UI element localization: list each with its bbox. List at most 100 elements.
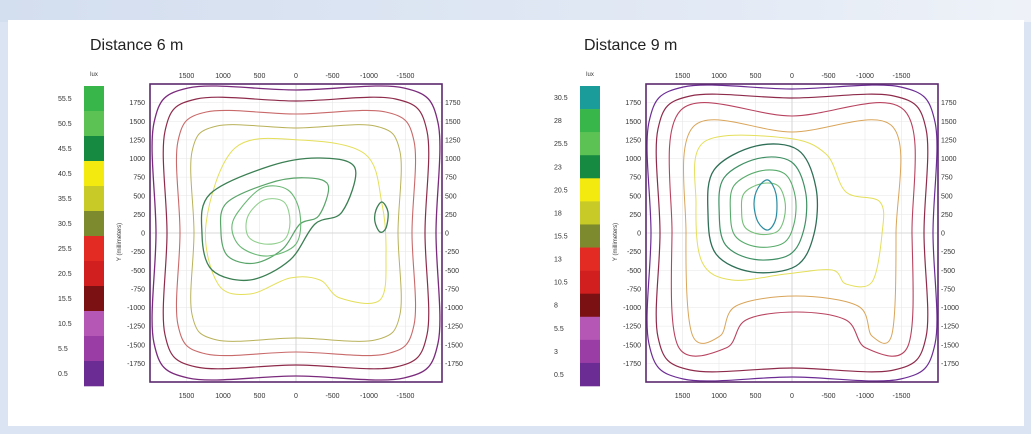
y-tick-label-right: -1000: [941, 305, 959, 312]
legend-level-label: 18: [554, 210, 562, 217]
legend-swatch: [580, 293, 600, 318]
x-tick-label-top: 1500: [179, 73, 195, 80]
contour-line: [219, 177, 330, 265]
legend-swatch: [580, 201, 600, 225]
contour-line: [655, 93, 929, 373]
contour-line: [694, 134, 885, 288]
y-tick-label-right: -250: [941, 249, 955, 256]
contour-line: [374, 201, 389, 233]
x-tick-label-bottom: -1500: [893, 393, 911, 400]
y-tick-label-left: -1000: [127, 305, 145, 312]
y-tick-label-right: -1500: [445, 342, 463, 349]
legend-level-label: 8: [554, 303, 558, 310]
x-tick-label-bottom: 0: [790, 393, 794, 400]
x-tick-label-top: 500: [750, 73, 762, 80]
legend-swatch: [84, 286, 104, 312]
x-tick-label-top: -500: [325, 73, 339, 80]
y-tick-label-right: -750: [445, 286, 459, 293]
y-tick-label-right: 1250: [445, 137, 461, 144]
y-tick-label-left: -250: [131, 249, 145, 256]
legend-level-label: 13: [554, 257, 562, 264]
x-tick-label-bottom: 500: [254, 393, 266, 400]
legend-level-label: 10.5: [554, 280, 568, 287]
contour-line: [753, 179, 778, 231]
y-tick-label-right: 1000: [445, 156, 461, 163]
legend-level-label: 45.5: [58, 146, 72, 153]
legend-swatch: [84, 86, 104, 112]
legend-level-label: 20.5: [554, 187, 568, 194]
legend-swatch: [84, 161, 104, 187]
y-tick-label-left: 750: [133, 175, 145, 182]
legend-level-label: 40.5: [58, 171, 72, 178]
y-tick-label-right: 1750: [445, 100, 461, 107]
legend-swatch: [84, 336, 104, 362]
y-tick-label-left: 500: [133, 193, 145, 200]
x-tick-label-top: -1000: [360, 73, 378, 80]
y-tick-label-left: -1250: [127, 324, 145, 331]
x-tick-label-top: 1000: [215, 73, 231, 80]
x-tick-label-bottom: -500: [325, 393, 339, 400]
legend-swatch: [580, 362, 600, 387]
legend-level-label: 15.5: [554, 234, 568, 241]
y-tick-label-right: -1750: [941, 361, 959, 368]
legend-swatch: [84, 236, 104, 262]
y-tick-label-right: -1250: [445, 324, 463, 331]
y-tick-label-right: -500: [941, 268, 955, 275]
y-tick-label-right: -1000: [445, 305, 463, 312]
x-tick-label-top: 0: [294, 73, 298, 80]
y-tick-label-right: 500: [941, 193, 953, 200]
contour-line: [718, 156, 808, 261]
header-band: [0, 0, 1031, 22]
y-tick-label-right: -250: [445, 249, 459, 256]
y-tick-label-left: 1750: [129, 100, 145, 107]
y-tick-label-left: -500: [627, 268, 641, 275]
legend-level-label: 25.5: [554, 141, 568, 148]
legend-level-label: 5.5: [554, 326, 564, 333]
plot-frame: [645, 83, 939, 383]
x-tick-label-top: -1500: [893, 73, 911, 80]
y-tick-label-left: 0: [637, 231, 641, 238]
contour-line: [668, 102, 916, 357]
legend-level-label: 25.5: [58, 246, 72, 253]
legend-level-label: 20.5: [58, 271, 72, 278]
y-tick-label-left: -1500: [623, 342, 641, 349]
y-tick-label-right: 0: [445, 231, 449, 238]
x-tick-label-bottom: 1500: [179, 393, 195, 400]
y-tick-label-left: 1500: [129, 119, 145, 126]
legend-level-label: 28: [554, 118, 562, 125]
y-axis-title: Y (millimeters): [117, 223, 123, 261]
x-tick-label-top: -1000: [856, 73, 874, 80]
legend-swatch: [84, 111, 104, 137]
chart-title-distance-9m: Distance 9 m: [584, 37, 678, 54]
legend-swatch: [580, 109, 600, 133]
contour-line: [245, 198, 291, 245]
contour-line: [151, 85, 441, 381]
x-tick-label-bottom: 1000: [711, 393, 727, 400]
legend-swatch: [580, 270, 600, 294]
legend-level-label: 30.5: [58, 221, 72, 228]
legend-level-label: 23: [554, 164, 562, 171]
contour-line: [190, 124, 402, 342]
y-tick-label-left: 250: [133, 212, 145, 219]
y-tick-label-right: -750: [941, 286, 955, 293]
y-tick-label-right: 500: [445, 193, 457, 200]
y-tick-label-left: -1000: [623, 305, 641, 312]
legend-unit: lux: [586, 72, 594, 78]
y-tick-label-left: 1250: [625, 137, 641, 144]
legend-swatch: [84, 211, 104, 237]
legend-swatch: [580, 339, 600, 364]
y-tick-label-left: -1500: [127, 342, 145, 349]
legend-unit: lux: [90, 72, 98, 78]
y-tick-label-left: -1250: [623, 324, 641, 331]
legend-swatch: [580, 86, 600, 110]
legend-level-label: 5.5: [58, 346, 68, 353]
legend-swatch: [580, 224, 600, 248]
y-tick-label-left: -1750: [623, 361, 641, 368]
x-tick-label-bottom: -500: [821, 393, 835, 400]
y-tick-label-right: -500: [445, 268, 459, 275]
legend-level-label: 55.5: [58, 96, 72, 103]
y-tick-label-left: -250: [627, 249, 641, 256]
contour-line: [682, 119, 902, 344]
y-tick-label-left: 250: [629, 212, 641, 219]
y-tick-label-left: -1750: [127, 361, 145, 368]
